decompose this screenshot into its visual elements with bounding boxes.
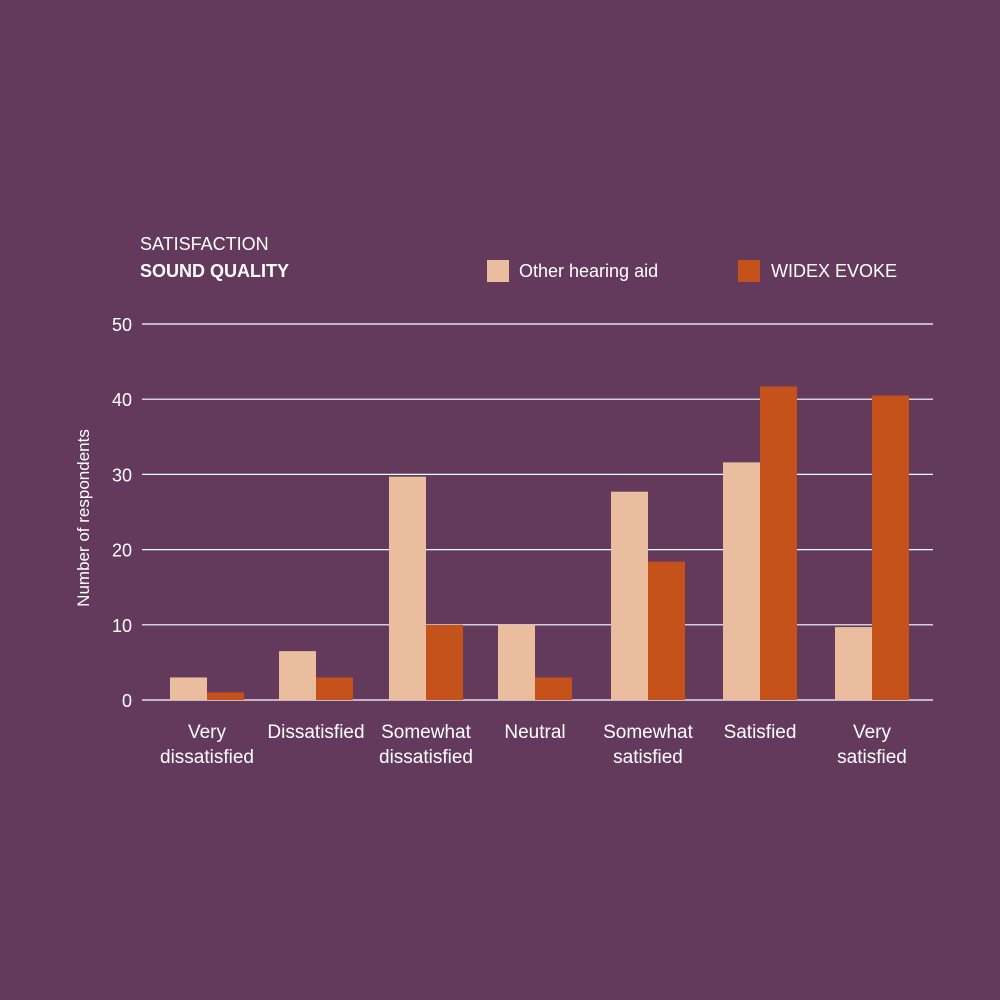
y-tick-label-20: 20: [112, 541, 132, 561]
x-tick-label-0: Very dissatisfied: [160, 722, 254, 768]
x-tick-label-4: Somewhat satisfied: [603, 722, 693, 768]
x-tick-label-line: satisfied: [837, 747, 907, 768]
bar-other-5: [723, 462, 760, 700]
bar-evoke-5: [760, 386, 797, 700]
legend-label-evoke: WIDEX EVOKE: [771, 261, 897, 281]
bar-other-4: [611, 491, 648, 700]
y-tick-label-40: 40: [112, 390, 132, 410]
x-tick-label-3: Neutral: [504, 722, 565, 743]
chart-title: SATISFACTION: [140, 234, 269, 254]
x-tick-label-line: dissatisfied: [160, 747, 254, 768]
bars: [170, 386, 909, 700]
x-tick-label-line: Very: [853, 722, 892, 743]
bar-other-6: [835, 627, 872, 700]
x-tick-labels: Very dissatisfied Dissatisfied Somewhat diss…: [160, 722, 907, 768]
bar-evoke-6: [872, 395, 909, 700]
legend-label-other: Other hearing aid: [519, 261, 658, 281]
legend-swatch-evoke: [738, 260, 760, 282]
x-tick-label-line: Dissatisfied: [267, 722, 364, 743]
bar-other-3: [498, 624, 535, 700]
bar-evoke-2: [426, 624, 463, 700]
x-tick-label-line: Satisfied: [724, 722, 797, 743]
y-tick-label-0: 0: [122, 691, 132, 711]
x-tick-label-line: Somewhat: [381, 722, 471, 743]
bar-evoke-1: [316, 677, 353, 700]
x-tick-label-line: Neutral: [504, 722, 565, 743]
bar-other-1: [279, 651, 316, 700]
bar-evoke-0: [207, 692, 244, 700]
x-tick-label-6: Very satisfied: [837, 722, 907, 768]
x-tick-label-line: satisfied: [613, 747, 683, 768]
x-tick-label-2: Somewhat dissatisfied: [379, 722, 473, 768]
bar-other-0: [170, 677, 207, 700]
x-tick-label-line: Somewhat: [603, 722, 693, 743]
legend-swatch-other: [487, 260, 509, 282]
legend: Other hearing aid WIDEX EVOKE: [487, 260, 897, 282]
x-tick-label-line: Very: [188, 722, 227, 743]
bar-evoke-4: [648, 561, 685, 700]
y-tick-label-10: 10: [112, 616, 132, 636]
y-tick-label-30: 30: [112, 465, 132, 485]
x-tick-label-1: Dissatisfied: [267, 722, 364, 743]
bar-other-2: [389, 476, 426, 700]
x-tick-label-line: dissatisfied: [379, 747, 473, 768]
gridlines: 0 10 20 30 40 50: [112, 315, 933, 711]
y-axis-label: Number of respondents: [74, 429, 93, 607]
y-tick-label-50: 50: [112, 315, 132, 335]
bar-evoke-3: [535, 677, 572, 700]
chart-subtitle: SOUND QUALITY: [140, 261, 289, 281]
x-tick-label-5: Satisfied: [724, 722, 797, 743]
